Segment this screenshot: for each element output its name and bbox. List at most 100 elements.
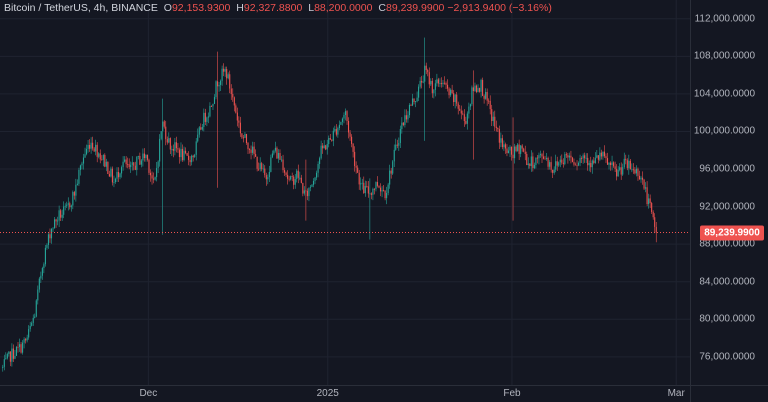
- candle-body: [611, 162, 613, 165]
- candle-body: [104, 154, 106, 167]
- candle-body: [655, 226, 657, 233]
- candle-body: [102, 154, 104, 160]
- candle-body: [509, 146, 511, 151]
- candle-body: [384, 190, 386, 199]
- candle-body: [79, 165, 82, 170]
- candle-body: [392, 161, 394, 174]
- candle-body: [325, 145, 327, 150]
- candle-body: [495, 126, 497, 129]
- candle-body: [317, 164, 319, 173]
- candle-body: [212, 103, 214, 107]
- candle-body: [116, 172, 118, 179]
- candle-body: [34, 316, 36, 318]
- candle-body: [646, 187, 648, 205]
- candle-body: [442, 82, 444, 85]
- candle-body: [203, 112, 205, 127]
- change-value: −2,913.9400 (−3.16%): [447, 2, 552, 14]
- candle-body: [331, 139, 333, 141]
- candle-body: [619, 167, 621, 170]
- candle-body: [47, 234, 50, 245]
- candle-body: [622, 167, 624, 175]
- candle-body: [162, 121, 164, 132]
- candle-body: [69, 203, 71, 208]
- candle-body: [631, 169, 633, 171]
- candle-body: [226, 69, 228, 79]
- candle-body: [411, 98, 414, 106]
- candle-body: [175, 142, 177, 149]
- candle-body: [514, 146, 516, 159]
- candle-body: [402, 122, 404, 126]
- low-value: 88,200.0000: [314, 2, 373, 14]
- candle-body: [536, 157, 538, 159]
- candle-body: [462, 113, 464, 115]
- price-chart[interactable]: [0, 0, 690, 385]
- candle-body: [475, 85, 478, 93]
- candle-body: [53, 219, 56, 229]
- candle-body: [276, 147, 278, 159]
- candle-body: [95, 144, 97, 152]
- candle-body: [507, 150, 510, 154]
- candle-body: [532, 156, 534, 169]
- last-price-label: 89,239.9900: [700, 225, 764, 240]
- candle-body: [398, 142, 400, 146]
- candle-body: [448, 88, 450, 96]
- candle-body: [143, 153, 145, 159]
- candle-body: [125, 159, 127, 165]
- candle-body: [181, 148, 184, 161]
- candle-body: [593, 160, 595, 164]
- candle-body: [113, 182, 115, 183]
- candle-body: [456, 94, 458, 104]
- candle-body: [512, 154, 514, 159]
- candle-body: [648, 198, 650, 205]
- candle-body: [568, 155, 570, 158]
- candle-body: [268, 171, 270, 178]
- candle-body: [253, 146, 255, 155]
- candlestick-series: [2, 37, 657, 372]
- candle-body: [344, 111, 347, 115]
- time-axis[interactable]: Dec 2025 Feb Mar: [0, 385, 690, 402]
- candle-body: [44, 247, 46, 265]
- candle-body: [277, 153, 280, 159]
- x-tick-label: Feb: [503, 388, 521, 399]
- candle-body: [224, 69, 226, 72]
- high-label: H: [236, 2, 244, 14]
- candle-body: [18, 344, 21, 347]
- candle-body: [367, 186, 369, 194]
- candle-body: [213, 97, 216, 104]
- candle-body: [322, 145, 324, 149]
- candle-body: [17, 346, 19, 348]
- candle-body: [73, 192, 75, 196]
- candle-body: [262, 168, 264, 170]
- candle-body: [72, 192, 74, 206]
- candle-body: [587, 157, 589, 166]
- candle-body: [450, 89, 452, 96]
- candle-body: [416, 97, 418, 102]
- candle-body: [518, 144, 520, 154]
- candle-body: [15, 346, 18, 356]
- candle-body: [638, 175, 641, 180]
- candle-body: [486, 91, 488, 101]
- y-tick-label: 88,000.0000: [699, 238, 755, 250]
- candle-body: [579, 158, 581, 163]
- candle-body: [256, 156, 258, 169]
- candle-body: [320, 145, 322, 159]
- candle-body: [617, 169, 619, 177]
- candle-body: [603, 151, 606, 157]
- candle-body: [454, 94, 456, 103]
- candle-body: [50, 229, 53, 239]
- price-axis[interactable]: 76,000.0000 80,000.0000 84,000.0000 88,000.…: [690, 0, 768, 385]
- candle-body: [140, 160, 142, 165]
- chart-legend: Bitcoin / TetherUS, 4h, BINANCE O92,153.…: [4, 2, 552, 14]
- candle-body: [297, 170, 299, 178]
- candle-body: [23, 339, 25, 343]
- candle-body: [200, 127, 202, 130]
- candle-body: [131, 162, 133, 165]
- candle-body: [553, 169, 555, 173]
- candle-body: [98, 153, 100, 157]
- candle-body: [230, 88, 232, 95]
- candle-body: [332, 130, 334, 141]
- candle-body: [46, 244, 48, 248]
- candle-body: [424, 65, 426, 82]
- candle-body: [594, 157, 596, 164]
- candle-body: [64, 205, 66, 207]
